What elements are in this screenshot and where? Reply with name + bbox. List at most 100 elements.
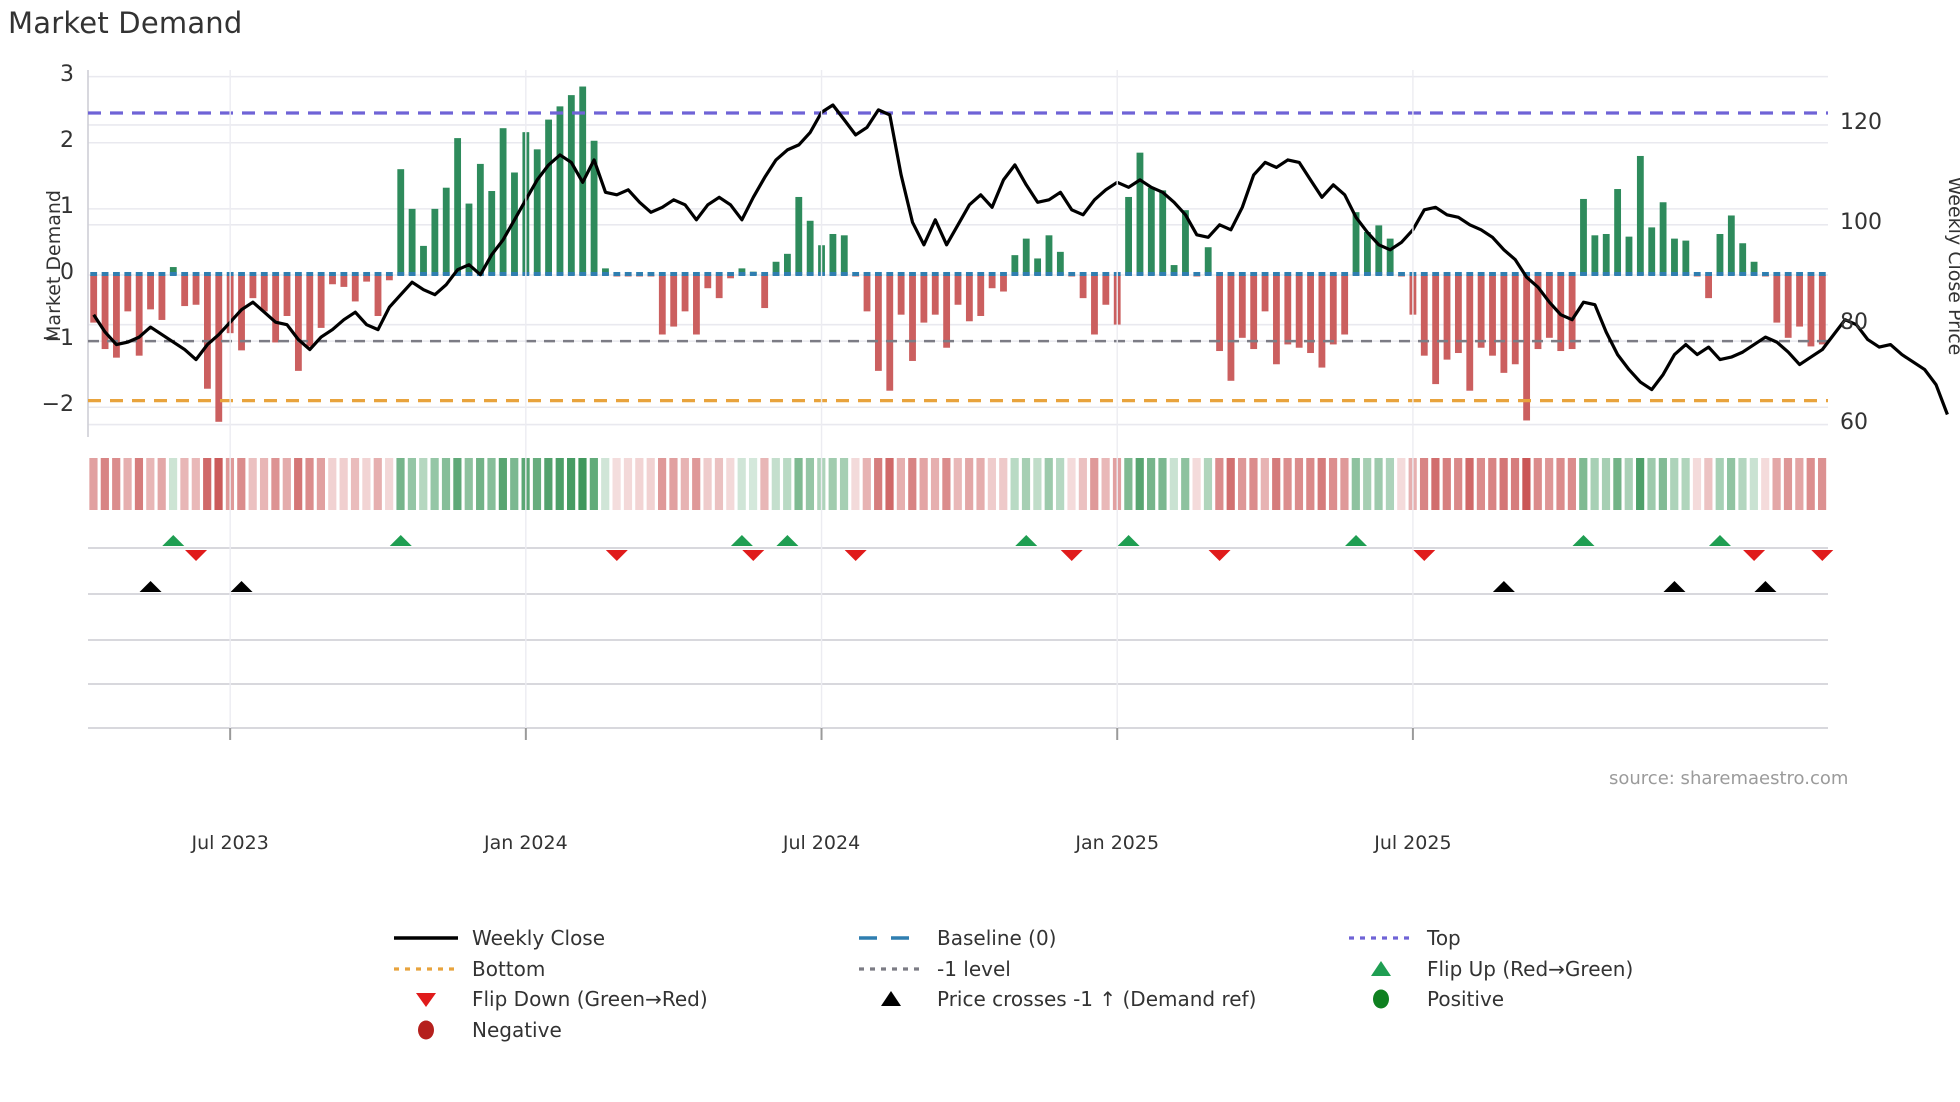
- triangle-up-icon: [1345, 956, 1417, 982]
- demand-bar: [1534, 274, 1542, 350]
- demand-bar: [761, 274, 769, 309]
- heatmap-cell: [748, 458, 758, 510]
- demand-bar: [1056, 251, 1064, 275]
- demand-bar: [476, 163, 484, 275]
- heatmap-cell: [965, 458, 974, 510]
- demand-bar: [1818, 274, 1826, 345]
- chart-legend: Weekly Close Baseline (0) Top Bottom -1 leve…: [0, 925, 1960, 1100]
- legend-label: Bottom: [472, 956, 546, 981]
- left-tick-label: 3: [60, 61, 74, 87]
- heatmap-cell: [692, 458, 701, 510]
- demand-bar: [204, 274, 211, 389]
- flip-down-marker: [1743, 550, 1766, 561]
- price-cross-marker: [1754, 581, 1777, 592]
- demand-bar: [1318, 274, 1326, 368]
- heatmap-cell: [396, 458, 405, 510]
- heatmap-cell: [373, 458, 382, 510]
- demand-bar: [784, 253, 791, 275]
- legend-item[interactable]: Baseline (0): [855, 925, 1056, 951]
- x-tick-label: Jul 2025: [1374, 832, 1452, 854]
- demand-bar: [306, 274, 314, 347]
- flip-down-marker: [844, 550, 867, 561]
- heatmap-cell: [703, 458, 712, 510]
- heatmap-cell: [885, 458, 894, 510]
- heatmap-cell: [874, 458, 883, 510]
- demand-bar: [829, 233, 837, 275]
- heatmap-cell: [1510, 458, 1520, 510]
- demand-bar: [113, 274, 120, 358]
- demand-bar: [1648, 227, 1656, 275]
- heatmap-cell: [794, 458, 803, 510]
- heatmap-cell: [1715, 458, 1724, 510]
- heatmap-cell: [942, 458, 951, 510]
- demand-bar: [101, 274, 109, 350]
- demand-bar: [192, 274, 200, 305]
- demand-bar: [1477, 274, 1485, 348]
- demand-bar: [1204, 247, 1212, 275]
- demand-bar: [454, 138, 462, 275]
- heatmap-cell: [1658, 458, 1667, 510]
- flip-down-marker: [1413, 550, 1436, 561]
- demand-bar: [283, 274, 291, 316]
- legend-item[interactable]: Weekly Close: [390, 925, 605, 951]
- heatmap-cell: [1056, 458, 1065, 510]
- heatmap-cell: [839, 458, 849, 510]
- heatmap-cell: [1135, 458, 1144, 510]
- demand-bar: [385, 274, 393, 281]
- heatmap-cell: [1249, 458, 1258, 510]
- demand-bar: [988, 274, 996, 289]
- demand-bar: [1523, 274, 1531, 421]
- legend-item[interactable]: Bottom: [390, 956, 545, 982]
- demand-bar: [1125, 196, 1132, 275]
- heatmap-cell: [1192, 458, 1201, 510]
- legend-item[interactable]: Flip Up (Red→Green): [1345, 956, 1633, 982]
- heatmap-cell: [362, 458, 371, 510]
- demand-bar: [954, 274, 962, 305]
- heatmap-cell: [953, 458, 962, 510]
- demand-bar: [158, 274, 166, 320]
- heatmap-cell: [862, 458, 871, 510]
- legend-item[interactable]: Price crosses -1 ↑ (Demand ref): [855, 986, 1256, 1012]
- legend-item[interactable]: Flip Down (Green→Red): [390, 986, 708, 1012]
- demand-bar: [1147, 187, 1155, 275]
- demand-bar: [1489, 274, 1496, 356]
- legend-item[interactable]: -1 level: [855, 956, 1011, 982]
- legend-label: Positive: [1427, 987, 1505, 1011]
- legend-label: Negative: [472, 1017, 562, 1042]
- flip-up-marker: [730, 535, 753, 546]
- heatmap-cell: [1158, 458, 1167, 510]
- demand-bar: [727, 274, 734, 279]
- demand-bar: [317, 274, 325, 328]
- heatmap-cell: [419, 458, 428, 510]
- heatmap-cell: [1226, 458, 1235, 510]
- heatmap-cell: [305, 458, 314, 510]
- heatmap-cell: [589, 458, 598, 510]
- demand-bar: [795, 196, 803, 275]
- heatmap-cell: [805, 458, 815, 510]
- demand-bar: [920, 274, 928, 323]
- legend-label: -1 level: [937, 956, 1011, 981]
- heatmap-cell: [1294, 458, 1304, 510]
- demand-bar: [408, 208, 416, 275]
- flip-up-marker: [776, 535, 799, 546]
- heatmap-cell: [1624, 458, 1633, 510]
- heatmap-cell: [828, 458, 837, 510]
- legend-item[interactable]: Positive: [1345, 986, 1504, 1012]
- left-tick-label: −2: [41, 392, 74, 418]
- triangle-down-icon: [390, 986, 462, 1012]
- legend-item[interactable]: Negative: [390, 1017, 562, 1043]
- demand-bar: [1159, 190, 1167, 275]
- demand-bar: [1716, 233, 1724, 275]
- heatmap-cell: [1795, 458, 1804, 510]
- heatmap-cell: [1738, 458, 1747, 510]
- heatmap-cell: [407, 458, 416, 510]
- x-tick-label: Jan 2024: [483, 832, 568, 854]
- demand-bar: [545, 119, 552, 275]
- demand-bar: [1011, 255, 1019, 275]
- heatmap-cell: [123, 458, 132, 510]
- circle-icon: [1345, 986, 1417, 1012]
- weekly-close-line: [92, 103, 1949, 416]
- legend-item[interactable]: Top: [1345, 925, 1461, 951]
- heatmap-cell: [1670, 458, 1679, 510]
- demand-bar: [704, 274, 712, 289]
